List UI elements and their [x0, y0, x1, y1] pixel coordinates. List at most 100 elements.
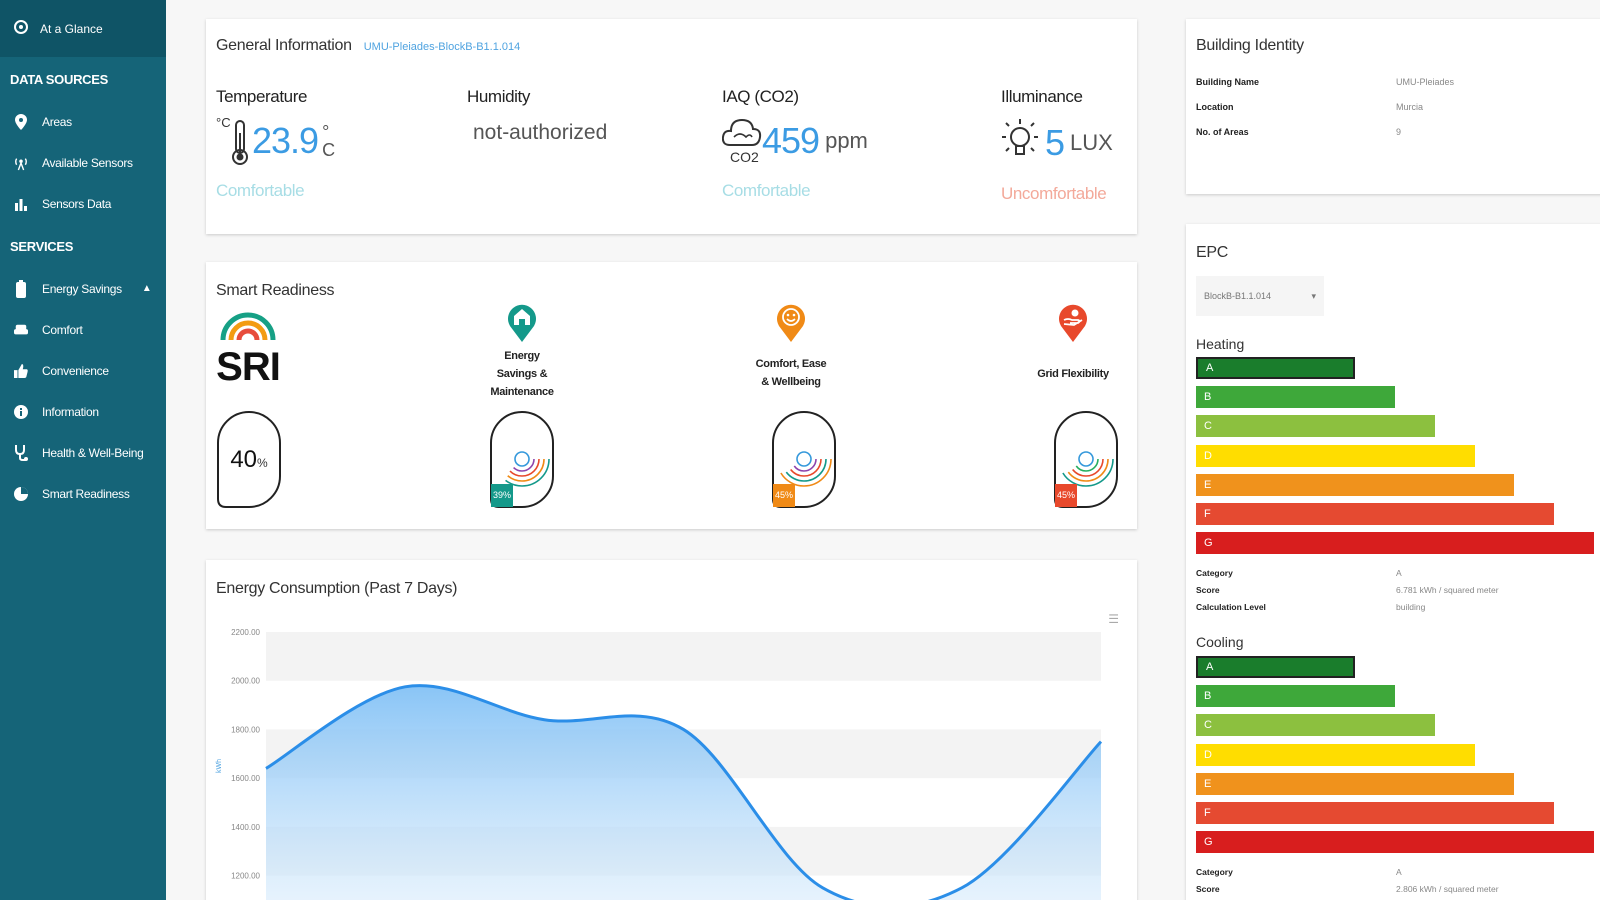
hamburger-menu-icon[interactable]: ☰ — [1108, 612, 1119, 626]
sidebar-section-services: SERVICES — [10, 238, 74, 254]
area-select-value: BlockB-B1.1.014 — [1204, 291, 1272, 301]
illuminance-unit: LUX — [1070, 129, 1113, 155]
temperature-value: 23.9 — [252, 120, 319, 161]
area-id-link[interactable]: UMU-Pleiades-BlockB-B1.1.014 — [363, 41, 521, 53]
sri-domain-dial: 39% — [489, 410, 555, 508]
identity-row-location: Location Murcia — [1196, 102, 1423, 112]
sri-domain-grid[interactable]: Grid Flexibility — [1028, 300, 1118, 383]
sidebar: At a Glance DATA SOURCES Areas Available… — [0, 0, 166, 900]
epc-band-d: D — [1196, 444, 1475, 467]
domain-label-line: Maintenance — [490, 386, 554, 398]
domain-label-line: Grid Flexibility — [1037, 368, 1109, 380]
sri-overall-dial: 40% — [216, 410, 282, 508]
sidebar-item-comfort[interactable]: Comfort — [0, 309, 166, 350]
y-tick-label: 1800.00 — [231, 725, 260, 734]
area-fill — [266, 685, 1101, 900]
info-icon — [14, 404, 28, 419]
epc-band-b: B — [1196, 386, 1395, 409]
epc-value: A — [1396, 568, 1402, 578]
sri-domain-energy[interactable]: Energy Savings & Maintenance — [489, 300, 555, 401]
epc-value: building — [1396, 602, 1426, 612]
epc-band-c: C — [1196, 714, 1435, 737]
sidebar-item-available-sensors[interactable]: Available Sensors — [0, 142, 166, 183]
epc-band-f: F — [1196, 503, 1554, 525]
cooling-row-score: Score 2.806 kWh / squared meter — [1196, 884, 1499, 894]
humidity-metric: Humidity not-authorized — [467, 87, 607, 145]
epc-key: Score — [1196, 585, 1220, 595]
identity-value: UMU-Pleiades — [1396, 77, 1455, 87]
epc-band-c: C — [1196, 415, 1435, 438]
identity-key: No. of Areas — [1196, 127, 1249, 137]
sidebar-item-information[interactable]: Information — [0, 391, 166, 432]
smart-readiness-card: Smart Readiness SRI 40% Energy Savings &… — [206, 262, 1137, 529]
epc-key: Calculation Level — [1196, 602, 1266, 612]
y-tick-label: 2200.00 — [231, 628, 260, 637]
lightbulb-icon — [1001, 115, 1039, 170]
sidebar-item-convenience[interactable]: Convenience — [0, 350, 166, 391]
battery-icon — [14, 279, 28, 298]
identity-key: Building Name — [1196, 77, 1260, 87]
sidebar-item-label: Energy Savings — [42, 281, 122, 296]
identity-row-building-name: Building Name UMU-Pleiades — [1196, 77, 1454, 87]
heating-row-category: Category A — [1196, 568, 1402, 578]
humidity-value: not-authorized — [473, 121, 608, 144]
heating-row-score: Score 6.781 kWh / squared meter — [1196, 585, 1499, 595]
iaq-status: Comfortable — [722, 181, 811, 200]
sri-domain-dial: 45% — [1053, 410, 1119, 508]
domain-label-line: Comfort, Ease — [755, 358, 827, 370]
antenna-icon — [14, 155, 28, 171]
caret-down-icon: ▾ — [1311, 290, 1316, 301]
chevron-up-icon[interactable]: ▲ — [141, 283, 152, 294]
sidebar-item-label: Smart Readiness — [42, 486, 130, 501]
sidebar-item-smart-readiness[interactable]: Smart Readiness — [0, 473, 166, 514]
epc-key: Score — [1196, 884, 1220, 894]
epc-band-a: A — [1196, 656, 1355, 678]
y-tick-label: 1600.00 — [231, 774, 260, 783]
sri-overall-value: 40 — [230, 446, 258, 473]
smiley-icon — [746, 300, 836, 347]
sri-logo-text: SRI — [216, 345, 281, 389]
y-axis-label: kWh — [216, 759, 223, 773]
epc-value: 6.781 kWh / squared meter — [1396, 585, 1499, 595]
iaq-value: 459 — [762, 120, 820, 161]
sidebar-item-label: Health & Well-Being — [42, 445, 144, 460]
sidebar-item-at-a-glance[interactable]: At a Glance — [0, 0, 166, 57]
pie-chart-icon — [14, 486, 28, 501]
iaq-metric: IAQ (CO2) CO2 459 ppm Comfortable — [722, 87, 868, 201]
sri-domain-comfort[interactable]: Comfort, Ease & Wellbeing — [746, 300, 836, 391]
identity-value: 9 — [1396, 127, 1402, 137]
illuminance-status: Uncomfortable — [1001, 184, 1107, 203]
epc-value: A — [1396, 867, 1402, 877]
metric-label: Humidity — [467, 87, 530, 106]
sidebar-item-health[interactable]: Health & Well-Being — [0, 432, 166, 473]
sri-domain-percent: 45% — [775, 490, 794, 500]
cloud-co2-icon: CO2 — [722, 115, 762, 167]
domain-label-line: Energy — [504, 350, 540, 362]
sidebar-item-areas[interactable]: Areas — [0, 101, 166, 142]
identity-row-areas: No. of Areas 9 — [1196, 127, 1401, 137]
sidebar-item-sensors-data[interactable]: Sensors Data — [0, 183, 166, 224]
energy-consumption-card: Energy Consumption (Past 7 Days) ☰ 2200.… — [206, 560, 1137, 900]
temperature-metric: Temperature °C 23.9 °C Comfortable — [216, 87, 336, 201]
sidebar-item-energy-savings[interactable]: Energy Savings ▲ — [0, 268, 166, 309]
epc-key: Category — [1196, 867, 1233, 877]
bar-chart-icon — [14, 197, 28, 211]
domain-label-line: Savings & — [496, 368, 548, 380]
sofa-icon — [14, 324, 28, 336]
identity-key: Location — [1196, 102, 1234, 112]
sri-domain-label: Comfort, Ease & Wellbeing — [746, 355, 836, 391]
epc-band-b: B — [1196, 685, 1395, 708]
card-title: Building Identity — [1196, 37, 1304, 54]
epc-band-f: F — [1196, 802, 1554, 824]
general-information-card: General Information UMU-Pleiades-BlockB-… — [206, 19, 1137, 234]
energy-chart: 2200.00 2000.00 1800.00 1600.00 1400.00 1200.… — [216, 628, 1103, 900]
area-select[interactable]: BlockB-B1.1.014 ▾ — [1196, 276, 1324, 316]
sidebar-item-label: At a Glance — [40, 21, 103, 36]
stethoscope-icon — [14, 444, 28, 461]
sri-domain-label: Energy Savings & Maintenance — [489, 347, 555, 401]
epc-key: Category — [1196, 568, 1233, 578]
grid-band — [266, 632, 1101, 681]
epc-band-e: E — [1196, 473, 1514, 496]
card-title: Smart Readiness — [216, 282, 335, 299]
y-tick-label: 2000.00 — [231, 677, 260, 686]
